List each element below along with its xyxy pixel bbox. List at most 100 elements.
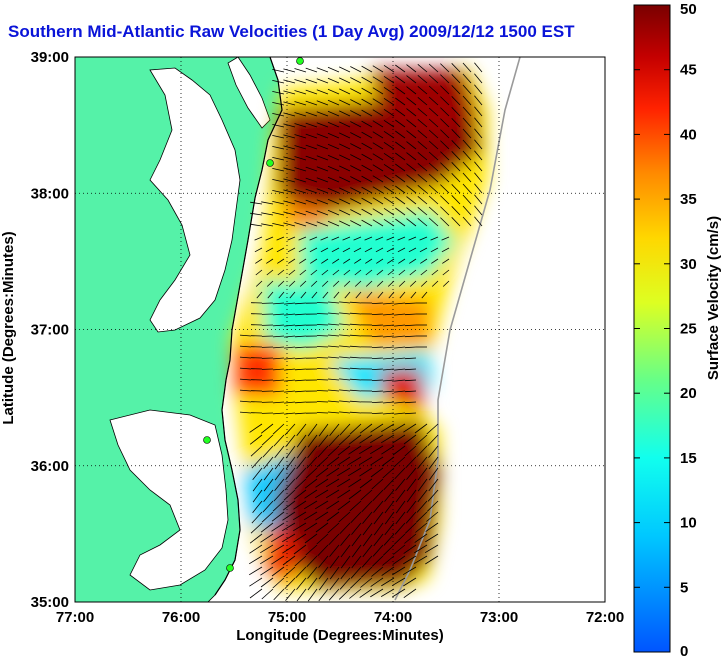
velocity-arrow — [421, 291, 428, 299]
velocity-arrow — [420, 258, 428, 264]
velocity-arrow — [294, 112, 307, 117]
velocity-arrow — [261, 434, 274, 446]
velocity-arrow — [395, 97, 406, 106]
velocity-arrow — [316, 412, 329, 414]
velocity-arrow — [474, 73, 483, 84]
velocity-arrow — [339, 66, 351, 73]
velocity-arrow — [284, 412, 296, 415]
velocity-arrow — [327, 121, 340, 128]
velocity-arrow — [426, 423, 439, 435]
velocity-arrow — [417, 140, 428, 150]
velocity-arrow — [296, 434, 307, 448]
velocity-arrow — [428, 195, 439, 205]
velocity-arrow — [304, 522, 318, 532]
x-tick-label: 77:00 — [56, 609, 94, 626]
velocity-arrow — [283, 123, 296, 128]
velocity-arrow — [310, 269, 318, 276]
velocity-arrow — [305, 210, 318, 216]
velocity-arrow — [285, 588, 296, 601]
velocity-arrow — [316, 144, 329, 150]
velocity-arrow — [327, 176, 340, 183]
velocity-arrow — [294, 123, 307, 128]
velocity-arrow — [283, 189, 296, 194]
velocity-arrow — [365, 280, 373, 287]
velocity-arrow — [339, 423, 351, 436]
velocity-arrow — [395, 174, 406, 183]
velocity-arrow — [339, 220, 351, 227]
velocity-arrow — [361, 76, 373, 84]
velocity-arrow — [462, 73, 472, 84]
velocity-arrow — [274, 478, 285, 491]
velocity-arrow — [417, 129, 428, 139]
velocity-arrow — [277, 258, 285, 264]
velocity-arrow — [417, 184, 428, 194]
velocity-arrow — [371, 324, 384, 326]
velocity-arrow — [339, 143, 351, 150]
velocity-arrow — [339, 121, 351, 128]
velocity-arrow — [239, 345, 252, 348]
velocity-arrow — [415, 434, 428, 446]
velocity-arrow — [428, 63, 439, 73]
velocity-arrow — [283, 222, 296, 227]
velocity-arrow — [417, 118, 428, 128]
velocity-arrow — [278, 291, 285, 299]
velocity-arrow — [394, 335, 406, 338]
velocity-arrow — [404, 324, 417, 327]
velocity-arrow — [294, 368, 307, 371]
velocity-arrow — [239, 411, 252, 414]
velocity-arrow — [274, 456, 285, 470]
velocity-arrow — [344, 291, 351, 299]
velocity-arrow — [316, 177, 329, 183]
velocity-arrow — [381, 445, 395, 455]
velocity-arrow — [395, 478, 406, 491]
velocity-arrow — [283, 68, 296, 73]
y-axis-ticks: 39:00 38:00 37:00 36:00 35:00 — [31, 49, 69, 611]
x-axis-ticks: 77:00 76:00 75:00 74:00 73:00 72:00 — [56, 609, 624, 626]
velocity-arrow — [349, 334, 362, 337]
velocity-arrow — [383, 207, 395, 216]
velocity-arrow — [428, 151, 439, 161]
velocity-arrow — [372, 219, 384, 227]
velocity-arrow — [406, 489, 417, 503]
velocity-arrow — [349, 312, 362, 315]
velocity-arrow — [316, 166, 329, 172]
velocity-arrow — [359, 588, 373, 598]
velocity-arrow — [250, 522, 263, 534]
velocity-arrow — [404, 302, 417, 305]
velocity-arrow — [267, 291, 274, 299]
y-tick-label: 36:00 — [31, 458, 69, 475]
velocity-arrow — [394, 357, 406, 360]
velocity-arrow — [395, 218, 406, 227]
velocity-arrow — [316, 456, 329, 468]
velocity-arrow — [327, 378, 340, 381]
velocity-arrow — [294, 145, 307, 150]
x-tick-label: 74:00 — [374, 609, 412, 626]
velocity-arrow — [383, 218, 395, 227]
velocity-arrow — [284, 346, 296, 349]
velocity-arrow — [327, 110, 340, 117]
velocity-arrow — [474, 128, 483, 139]
y-tick-label: 37:00 — [31, 322, 69, 339]
velocity-arrow — [349, 389, 362, 392]
velocity-arrow — [316, 67, 329, 73]
velocity-arrow — [294, 401, 307, 404]
velocity-arrow — [339, 367, 351, 370]
velocity-arrow — [272, 102, 285, 106]
velocity-arrow — [428, 184, 439, 194]
velocity-arrow — [282, 544, 296, 554]
velocity-arrow — [372, 131, 384, 139]
velocity-arrow — [339, 110, 351, 117]
velocity-arrow — [361, 109, 373, 117]
velocity-arrow — [327, 198, 340, 205]
velocity-arrow — [326, 500, 340, 510]
velocity-arrow — [293, 489, 307, 500]
velocity-arrow — [350, 511, 362, 524]
velocity-arrow — [327, 301, 340, 304]
velocity-arrow — [307, 577, 318, 591]
velocity-arrow — [338, 511, 351, 523]
velocity-arrow — [314, 489, 329, 499]
velocity-arrow — [263, 456, 274, 470]
velocity-arrow — [314, 500, 329, 510]
velocity-arrow — [340, 566, 351, 580]
velocity-arrow — [328, 588, 340, 601]
